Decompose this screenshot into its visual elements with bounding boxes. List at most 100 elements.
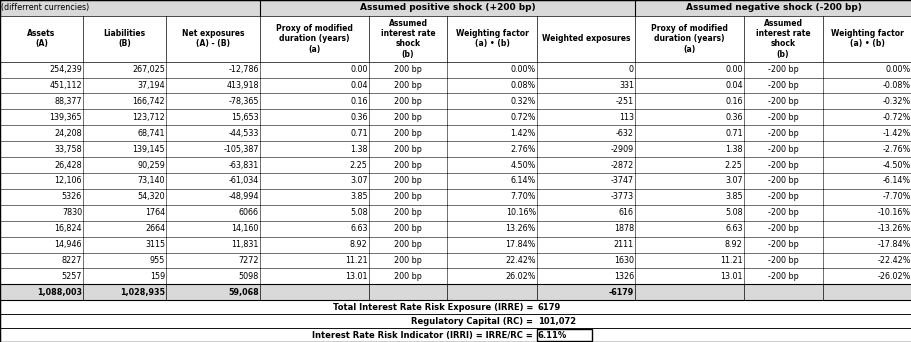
Bar [634, 0, 911, 16]
Bar [0, 78, 911, 93]
Text: 37,194: 37,194 [138, 81, 165, 90]
Text: 200 bp: 200 bp [394, 129, 422, 138]
Text: -200 bp: -200 bp [767, 176, 798, 185]
Text: 0.32%: 0.32% [510, 97, 536, 106]
Bar [0, 16, 911, 62]
Text: -200 bp: -200 bp [767, 160, 798, 170]
Text: -0.72%: -0.72% [882, 113, 910, 122]
Text: 90,259: 90,259 [138, 160, 165, 170]
Text: Weighting factor
(a) • (b): Weighting factor (a) • (b) [456, 29, 528, 49]
Text: 200 bp: 200 bp [394, 192, 422, 201]
Text: 0.08%: 0.08% [510, 81, 536, 90]
Text: 6.63: 6.63 [724, 224, 742, 233]
Text: -13.26%: -13.26% [876, 224, 910, 233]
Text: 616: 616 [619, 208, 633, 217]
Bar [0, 284, 911, 300]
Text: 2664: 2664 [145, 224, 165, 233]
Text: 11.21: 11.21 [720, 256, 742, 265]
Text: 3.07: 3.07 [350, 176, 367, 185]
Text: -26.02%: -26.02% [876, 272, 910, 281]
Text: -0.08%: -0.08% [882, 81, 910, 90]
Text: Assumed
interest rate
shock
(b): Assumed interest rate shock (b) [755, 19, 810, 59]
Bar [0, 189, 911, 205]
Text: 26,428: 26,428 [55, 160, 82, 170]
Text: -22.42%: -22.42% [876, 256, 910, 265]
Bar [0, 93, 911, 109]
Text: -2.76%: -2.76% [882, 145, 910, 154]
Text: 1,028,935: 1,028,935 [120, 288, 165, 297]
Text: 2111: 2111 [613, 240, 633, 249]
Text: -200 bp: -200 bp [767, 113, 798, 122]
Text: Liabilities
(B): Liabilities (B) [104, 29, 146, 49]
Text: -632: -632 [615, 129, 633, 138]
Text: Total Interest Rate Risk Exposure (IRRE) =: Total Interest Rate Risk Exposure (IRRE)… [333, 303, 536, 312]
Text: 6.63: 6.63 [350, 224, 367, 233]
Text: 14,946: 14,946 [55, 240, 82, 249]
Text: 0.04: 0.04 [350, 81, 367, 90]
Text: 0.71: 0.71 [724, 129, 742, 138]
Text: 200 bp: 200 bp [394, 81, 422, 90]
Text: 1630: 1630 [613, 256, 633, 265]
Text: Proxy of modified
duration (years)
(a): Proxy of modified duration (years) (a) [275, 24, 353, 54]
Text: 13.01: 13.01 [720, 272, 742, 281]
Text: 159: 159 [149, 272, 165, 281]
Text: 1.38: 1.38 [724, 145, 742, 154]
Text: 254,239: 254,239 [49, 65, 82, 74]
Text: -200 bp: -200 bp [767, 145, 798, 154]
Text: 0.16: 0.16 [724, 97, 742, 106]
Text: 0.00: 0.00 [350, 65, 367, 74]
Text: 6.11%: 6.11% [537, 330, 567, 340]
Bar [0, 300, 911, 314]
Text: 0: 0 [629, 65, 633, 74]
Text: -48,994: -48,994 [229, 192, 259, 201]
Text: -2872: -2872 [610, 160, 633, 170]
Text: 6066: 6066 [239, 208, 259, 217]
Text: 0.36: 0.36 [724, 113, 742, 122]
Text: 6179: 6179 [537, 303, 560, 312]
Bar [0, 328, 911, 342]
Text: 0.00: 0.00 [724, 65, 742, 74]
Text: 0.72%: 0.72% [510, 113, 536, 122]
Text: -200 bp: -200 bp [767, 81, 798, 90]
Text: 200 bp: 200 bp [394, 97, 422, 106]
Text: Assets
(A): Assets (A) [27, 29, 56, 49]
Text: -0.32%: -0.32% [882, 97, 910, 106]
Bar [0, 125, 911, 141]
Text: -61,034: -61,034 [229, 176, 259, 185]
Text: Interest Rate Risk Indicator (IRRI) = IRRE/RC =: Interest Rate Risk Indicator (IRRI) = IR… [312, 330, 536, 340]
Bar [0, 221, 911, 237]
Text: 17.84%: 17.84% [505, 240, 536, 249]
Text: Assumed positive shock (+200 bp): Assumed positive shock (+200 bp) [359, 3, 535, 12]
Text: -12,786: -12,786 [229, 65, 259, 74]
Text: 5257: 5257 [62, 272, 82, 281]
Text: (differrent currencies): (differrent currencies) [1, 3, 89, 12]
Text: 5098: 5098 [239, 272, 259, 281]
Text: 13.26%: 13.26% [505, 224, 536, 233]
Text: 0.71: 0.71 [350, 129, 367, 138]
Text: 139,365: 139,365 [49, 113, 82, 122]
Text: 1764: 1764 [145, 208, 165, 217]
Text: -3747: -3747 [610, 176, 633, 185]
Text: 4.50%: 4.50% [510, 160, 536, 170]
Text: 3.85: 3.85 [350, 192, 367, 201]
Text: 166,742: 166,742 [132, 97, 165, 106]
Text: 6.14%: 6.14% [510, 176, 536, 185]
Text: Assumed
interest rate
shock
(b): Assumed interest rate shock (b) [380, 19, 435, 59]
Text: 200 bp: 200 bp [394, 160, 422, 170]
Text: 88,377: 88,377 [55, 97, 82, 106]
Text: 59,068: 59,068 [228, 288, 259, 297]
Text: 7.70%: 7.70% [510, 192, 536, 201]
Text: 5326: 5326 [62, 192, 82, 201]
Text: 2.25: 2.25 [350, 160, 367, 170]
Text: -1.42%: -1.42% [882, 129, 910, 138]
Text: 1.42%: 1.42% [510, 129, 536, 138]
Text: 8227: 8227 [62, 256, 82, 265]
Text: 2.76%: 2.76% [510, 145, 536, 154]
Text: Regulatory Capital (RC) =: Regulatory Capital (RC) = [411, 317, 536, 326]
Text: 200 bp: 200 bp [394, 272, 422, 281]
Bar [0, 141, 911, 157]
Text: 13.01: 13.01 [344, 272, 367, 281]
Bar [0, 0, 260, 16]
Text: 0.16: 0.16 [350, 97, 367, 106]
Text: 101,072: 101,072 [537, 317, 576, 326]
